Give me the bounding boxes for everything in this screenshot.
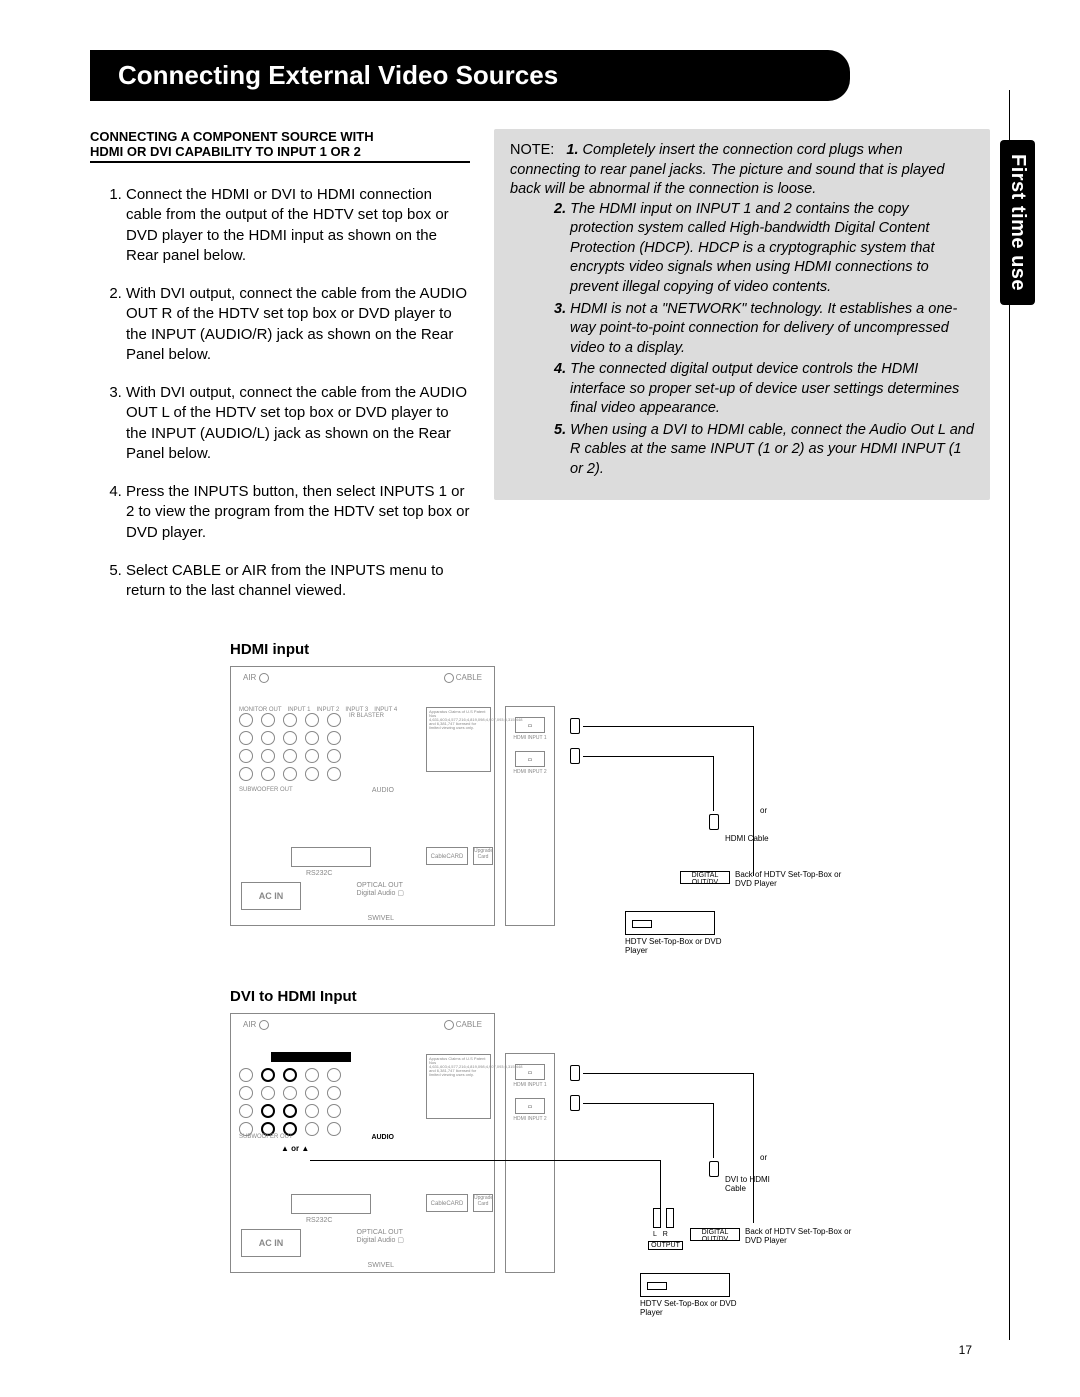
cablecard-slot: CableCARD [426, 847, 468, 865]
step-item: Press the INPUTS button, then select INP… [126, 482, 470, 543]
optical-label: OPTICAL OUT [357, 1229, 403, 1236]
jack-grid [239, 1054, 419, 1140]
subheading-line1: CONNECTING A COMPONENT SOURCE WITH [90, 129, 470, 144]
step-item: Connect the HDMI or DVI to HDMI connecti… [126, 185, 470, 266]
plug-icon [570, 1095, 580, 1111]
rear-panel: AIR CABLE ▲ or ▲ SUBWOOFER OUT AUDIO RS2… [230, 1013, 495, 1273]
cable-label: CABLE [456, 1020, 482, 1029]
diagram-box: AIR CABLE ▲ or ▲ SUBWOOFER OUT AUDIO RS2… [230, 1013, 790, 1313]
back-of-label: Back of HDTV Set-Top-Box or DVD Player [745, 1228, 855, 1246]
diagram-title: DVI to HDMI Input [230, 988, 990, 1005]
steps-list: Connect the HDMI or DVI to HDMI connecti… [90, 185, 470, 601]
or-label: or [760, 1153, 767, 1162]
plug-icon [570, 748, 580, 764]
plug-icon [709, 1161, 719, 1177]
stb-label: HDTV Set-Top-Box or DVD Player [640, 1300, 750, 1318]
note-item: 2. The HDMI input on INPUT 1 and 2 conta… [570, 200, 974, 298]
optical-label: OPTICAL OUT [357, 882, 403, 889]
dvi-cable-label: DVI to HDMI Cable [725, 1175, 785, 1193]
warning-text: Apparatus Claims of U.S Patent Nos 4,631… [426, 707, 491, 772]
air-label: AIR [243, 1020, 256, 1029]
plug-icon [570, 1065, 580, 1081]
acin-label: AC IN [241, 1229, 301, 1257]
note-item: 3. HDMI is not a "NETWORK" technology. I… [570, 300, 974, 359]
rear-panel: AIR CABLE MONITOR OUTINPUT 1INPUT 2INPUT… [230, 666, 495, 926]
note-item: 5. When using a DVI to HDMI cable, conne… [570, 421, 974, 480]
rca-plugs [653, 1208, 674, 1228]
back-of-label: Back of HDTV Set-Top-Box or DVD Player [735, 871, 845, 889]
subheading-line2: HDMI OR DVI CAPABILITY TO INPUT 1 OR 2 [90, 144, 470, 163]
digital-out-label: DIGITAL OUT/DV [680, 871, 730, 884]
step-item: With DVI output, connect the cable from … [126, 383, 470, 464]
stb-label: HDTV Set-Top-Box or DVD Player [625, 938, 735, 956]
hdmi-cable-label: HDMI Cable [725, 834, 769, 843]
rs232-label: RS232C [306, 870, 332, 877]
hdmi2-label: HDMI INPUT 2 [506, 1116, 554, 1122]
warning-text: Apparatus Claims of U.S Patent Nos 4,631… [426, 1054, 491, 1119]
output-label: OUTPUT [648, 1241, 683, 1250]
left-column: CONNECTING A COMPONENT SOURCE WITH HDMI … [90, 129, 470, 619]
page: Connecting External Video Sources First … [0, 0, 1080, 1397]
hdmi2-label: HDMI INPUT 2 [506, 769, 554, 775]
subwoofer-label: SUBWOOFER OUT [239, 787, 293, 793]
cable-label: CABLE [456, 673, 482, 682]
diagram-box: AIR CABLE MONITOR OUTINPUT 1INPUT 2INPUT… [230, 666, 790, 966]
subwoofer-label: SUBWOOFER OUT [239, 1134, 293, 1140]
rs232-label: RS232C [306, 1217, 332, 1224]
note-label: NOTE: [510, 142, 554, 158]
hdmi1-label: HDMI INPUT 1 [506, 1082, 554, 1088]
or-label: or [760, 806, 767, 815]
acin-label: AC IN [241, 882, 301, 910]
note-item: 4. The connected digital output device c… [570, 360, 974, 419]
diagram-hdmi: HDMI input AIR CABLE MONITOR OUTINPUT 1I… [230, 641, 990, 966]
upgrade-slot: Upgrade Card [473, 1194, 493, 1212]
hdmi-column: ▭HDMI INPUT 1 ▭HDMI INPUT 2 [505, 1053, 555, 1273]
rs232-port [291, 847, 371, 867]
upgrade-slot: Upgrade Card [473, 847, 493, 865]
plug-icon [570, 718, 580, 734]
swivel-label: SWIVEL [368, 1262, 394, 1269]
diagram-dvi: DVI to HDMI Input AIR CABLE ▲ or ▲ SUBWO… [230, 988, 990, 1313]
swivel-label: SWIVEL [368, 915, 394, 922]
plug-icon [709, 814, 719, 830]
hdmi-column: ▭HDMI INPUT 1 ▭HDMI INPUT 2 [505, 706, 555, 926]
section-header: Connecting External Video Sources [90, 50, 850, 101]
note-item: 1. Completely insert the connection cord… [510, 142, 944, 197]
hdmi1-label: HDMI INPUT 1 [506, 735, 554, 741]
columns: CONNECTING A COMPONENT SOURCE WITH HDMI … [90, 129, 990, 619]
step-item: Select CABLE or AIR from the INPUTS menu… [126, 561, 470, 602]
rs232-port [291, 1194, 371, 1214]
ir-label: IR BLASTER [349, 713, 384, 727]
note-box: NOTE: 1. Completely insert the connectio… [494, 129, 990, 500]
audio-label: AUDIO [371, 1134, 394, 1141]
right-column: NOTE: 1. Completely insert the connectio… [494, 129, 990, 619]
stb-icon [625, 911, 715, 935]
jack-grid: MONITOR OUTINPUT 1INPUT 2INPUT 3INPUT 4 … [239, 707, 419, 785]
page-number: 17 [959, 1343, 972, 1357]
cablecard-slot: CableCARD [426, 1194, 468, 1212]
diagram-title: HDMI input [230, 641, 990, 658]
digital-out-label: DIGITAL OUT/DV [690, 1228, 740, 1241]
stb-icon [640, 1273, 730, 1297]
side-tab: First time use [1000, 140, 1035, 305]
audio-label: AUDIO [372, 787, 394, 794]
step-item: With DVI output, connect the cable from … [126, 284, 470, 365]
air-label: AIR [243, 673, 256, 682]
